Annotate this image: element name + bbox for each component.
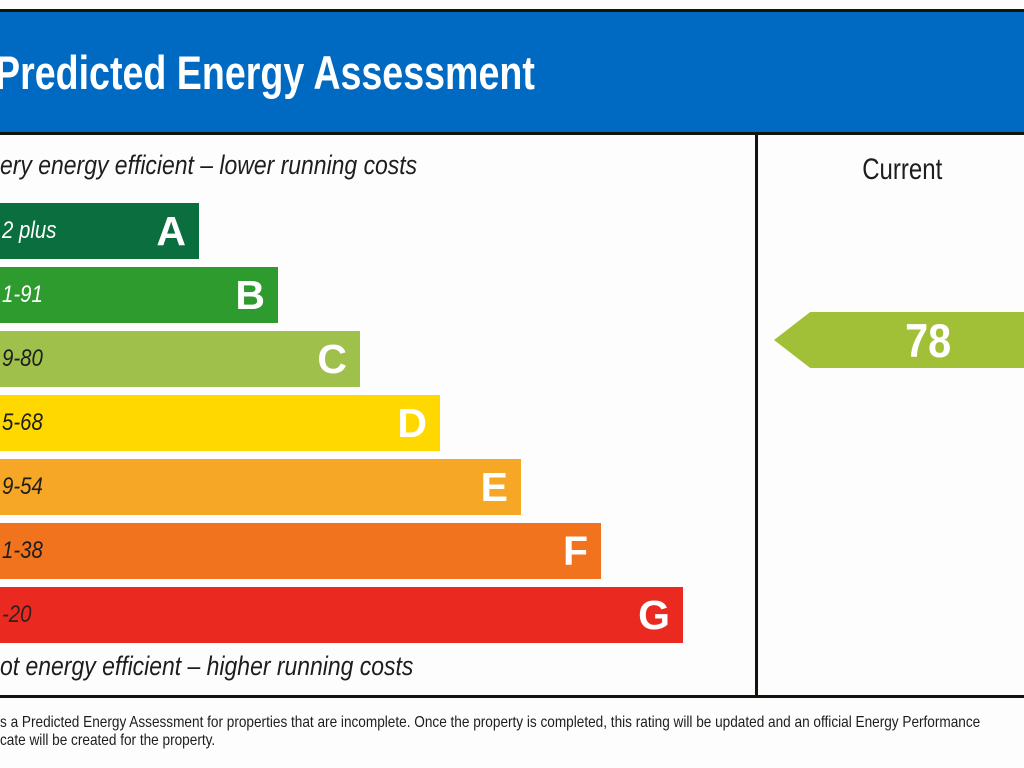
band-range-label: 5-68 — [2, 409, 43, 436]
footnote-line-1: s a Predicted Energy Assessment for prop… — [0, 714, 981, 731]
band-letter: A — [156, 208, 186, 254]
band-letter: F — [562, 528, 588, 574]
chart-bottom-border — [0, 695, 1024, 698]
band-range-label: 9-54 — [2, 473, 43, 500]
band-e: 9-54 E — [0, 459, 521, 515]
header: Predicted Energy Assessment — [0, 9, 1024, 135]
bottom-note: ot energy efficient – higher running cos… — [0, 651, 414, 681]
band-range-label: 9-80 — [2, 345, 43, 372]
band-g: -20 G — [0, 587, 683, 643]
column-divider — [755, 135, 758, 695]
band-letter: E — [480, 464, 508, 510]
band-d: 5-68 D — [0, 395, 440, 451]
band-range-label: 1-38 — [2, 537, 43, 564]
band-range-label: -20 — [2, 601, 32, 628]
page-title: Predicted Energy Assessment — [0, 46, 535, 99]
band-f: 1-38 F — [0, 523, 601, 579]
band-a: 2 plus A — [0, 203, 199, 259]
band-b: 1-91 B — [0, 267, 278, 323]
footnote: s a Predicted Energy Assessment for prop… — [0, 714, 1024, 750]
footnote-line-2: cate will be created for the property. — [0, 732, 216, 749]
band-c: 9-80 C — [0, 331, 360, 387]
band-letter: G — [638, 592, 670, 638]
top-note: ery energy efficient – lower running cos… — [0, 150, 418, 180]
current-column-header: Current — [862, 153, 943, 186]
band-letter: C — [317, 336, 347, 382]
current-rating-value: 78 — [904, 313, 952, 367]
band-range-label: 2 plus — [2, 217, 57, 244]
band-letter: D — [397, 400, 427, 446]
band-letter: B — [235, 272, 265, 318]
current-rating-arrow: 78 — [774, 312, 1024, 368]
band-range-label: 1-91 — [2, 281, 43, 308]
